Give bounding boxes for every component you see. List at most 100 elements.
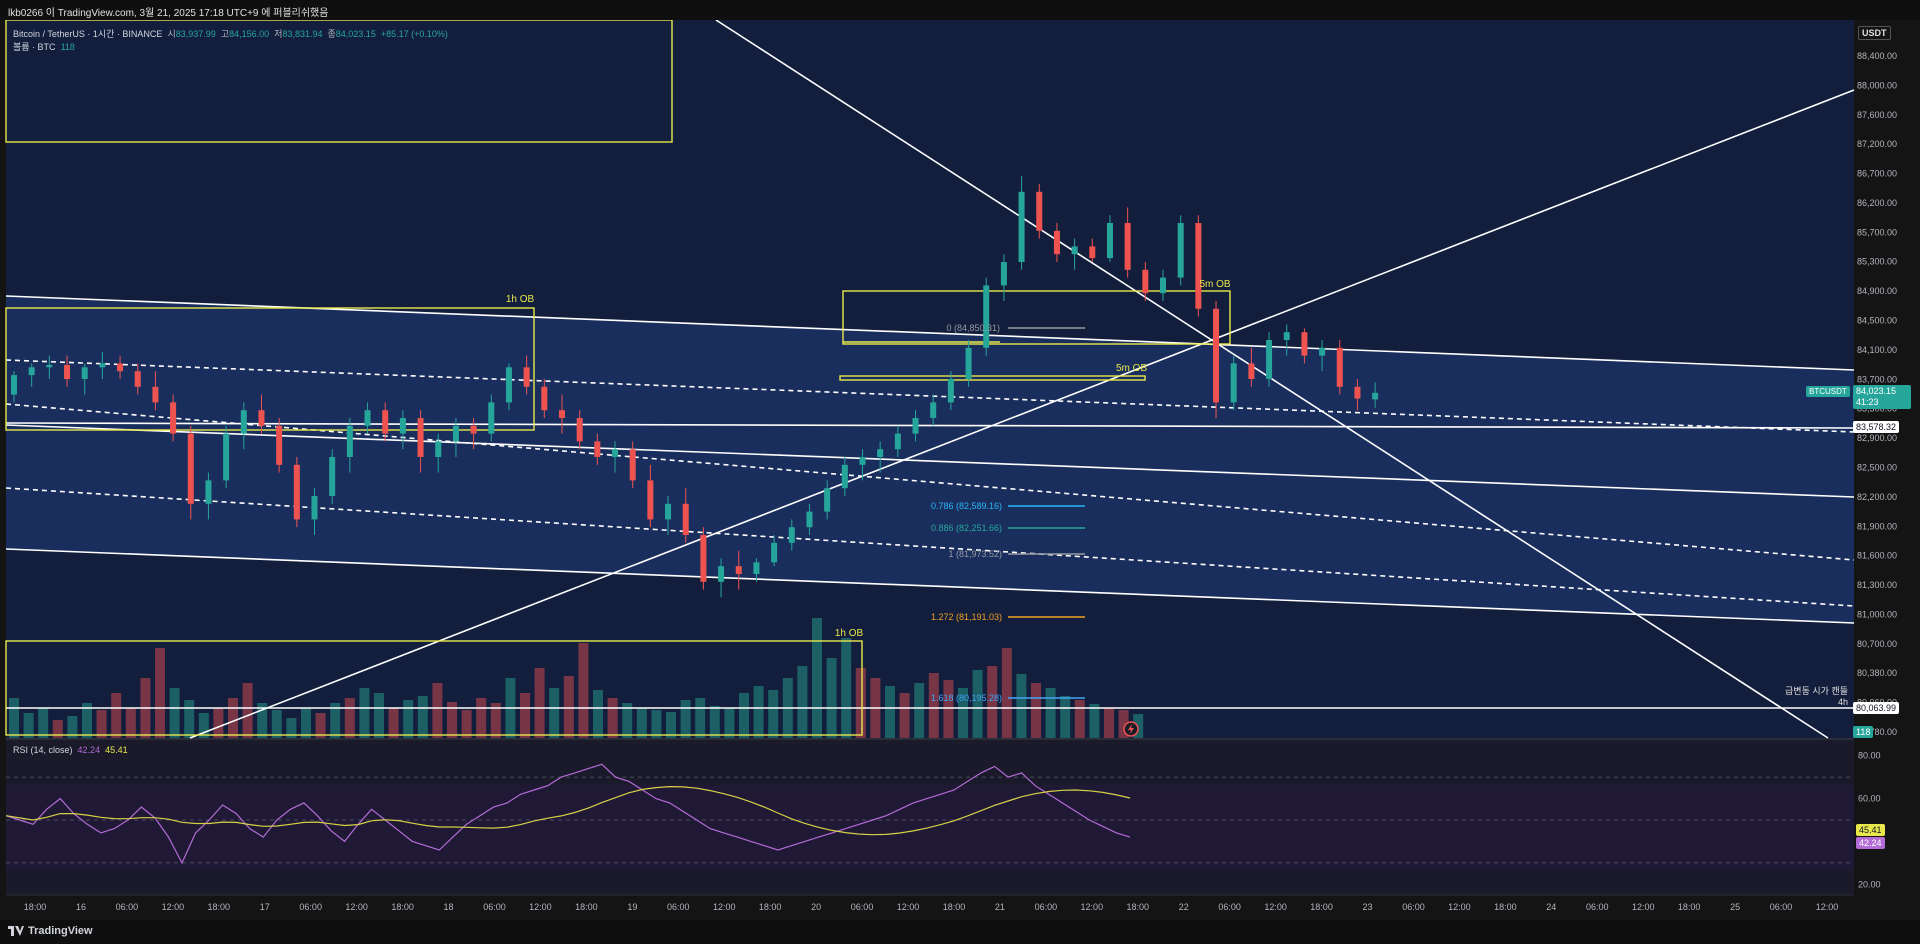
volume-bar xyxy=(666,712,676,738)
time-tick: 18:00 xyxy=(1678,902,1701,912)
time-tick: 18:00 xyxy=(943,902,966,912)
candle-body xyxy=(894,433,901,450)
volume-bar xyxy=(695,698,706,738)
time-tick: 06:00 xyxy=(1218,902,1241,912)
time-tick: 17 xyxy=(260,902,270,912)
ob-label-1h-bottom: 1h OB xyxy=(835,628,864,639)
time-tick: 23 xyxy=(1363,902,1373,912)
rsi-ma-tag: 45.41 xyxy=(1856,824,1885,836)
volume-bar xyxy=(563,676,574,738)
time-tick: 06:00 xyxy=(299,902,322,912)
volume-bar xyxy=(1074,700,1085,738)
close-label: 종 xyxy=(327,29,336,39)
candle-body xyxy=(1195,223,1202,309)
rsi-indicator xyxy=(5,763,1854,865)
candle-body xyxy=(329,457,336,496)
time-tick: 06:00 xyxy=(483,902,506,912)
candle-body xyxy=(170,402,177,434)
ob-label-5m: 5m OB xyxy=(1199,279,1230,290)
price-tick: 88,000.00 xyxy=(1857,80,1897,90)
last-price-tag: 84,023.15 41:23 xyxy=(1853,385,1911,409)
volume-bar xyxy=(972,670,983,738)
level-tag-1: 83,578.32 xyxy=(1853,421,1900,433)
price-tick: 81,000.00 xyxy=(1857,609,1897,619)
volume-bar xyxy=(768,690,779,738)
ob-box-5m xyxy=(842,290,1231,345)
fib-label-0: 0 (84,850.31) xyxy=(946,323,1000,333)
tradingview-logo[interactable]: TradingView xyxy=(8,925,93,937)
time-tick: 19 xyxy=(627,902,637,912)
volume-bar xyxy=(67,716,78,738)
candle-body xyxy=(1266,340,1273,379)
candle-body xyxy=(1036,191,1043,231)
candle-body xyxy=(859,457,866,465)
time-tick: 18:00 xyxy=(24,902,47,912)
note-line1: 급변동 시가 캔들 xyxy=(1785,686,1848,696)
candle-body xyxy=(488,402,495,434)
order-block-boxes xyxy=(5,19,1231,736)
candle-body xyxy=(505,367,512,403)
time-tick: 06:00 xyxy=(1586,902,1609,912)
time-tick: 12:00 xyxy=(1816,902,1839,912)
price-tick: 85,300.00 xyxy=(1857,257,1897,267)
volume-bar xyxy=(885,686,895,738)
currency-label[interactable]: USDT xyxy=(1858,26,1891,40)
candle-body xyxy=(46,364,53,368)
volume-bar xyxy=(228,698,238,738)
candle-body xyxy=(541,386,548,411)
candle-body xyxy=(629,449,636,481)
rsi-tick: 80.00 xyxy=(1858,751,1881,761)
rsi-label: RSI (14, close) xyxy=(13,745,73,755)
candle-body xyxy=(258,410,265,426)
channel-lower-line xyxy=(5,548,1855,624)
rsi-legend[interactable]: RSI (14, close) 42.24 45.41 xyxy=(13,745,128,755)
price-tick: 81,600.00 xyxy=(1857,551,1897,561)
candle-body xyxy=(558,410,565,418)
volume-bar xyxy=(534,668,545,738)
candle-body xyxy=(435,441,442,457)
volume-bar xyxy=(928,673,939,738)
candle-body xyxy=(470,425,477,434)
candle-body xyxy=(417,418,424,457)
price-tick: 81,900.00 xyxy=(1857,521,1897,531)
candlesticks xyxy=(11,176,1379,598)
volume-bar xyxy=(1133,714,1144,738)
rsi-ma-line xyxy=(5,785,1131,836)
time-tick: 12:00 xyxy=(529,902,552,912)
time-tick: 24 xyxy=(1546,902,1556,912)
volume-bar xyxy=(111,693,122,738)
candle-body xyxy=(311,496,318,520)
candle-body xyxy=(930,402,937,418)
symbol-name[interactable]: Bitcoin / TetherUS · 1시간 · BINANCE xyxy=(13,29,163,39)
volume-bar xyxy=(607,698,618,738)
candle-body xyxy=(1160,277,1166,294)
time-axis-ticks: 18:00 16 06:00 12:00 18:00 17 06:00 12:00 18:00 1… xyxy=(24,902,1839,912)
volume-bar xyxy=(344,698,355,738)
alert-icon[interactable] xyxy=(1123,721,1139,737)
candle-body xyxy=(771,542,778,563)
main-legend[interactable]: Bitcoin / TetherUS · 1시간 · BINANCE 시83,9… xyxy=(13,27,448,40)
bar-countdown: 41:23 xyxy=(1856,397,1879,407)
volume-bar xyxy=(709,706,720,738)
candle-body xyxy=(1018,191,1025,262)
volume-bar xyxy=(359,688,370,738)
volume-bar xyxy=(417,696,428,738)
candle-body xyxy=(452,425,459,442)
price-tick: 82,500.00 xyxy=(1857,462,1897,472)
volume-bar xyxy=(125,708,136,738)
volume-bar xyxy=(1031,683,1041,738)
volume-legend[interactable]: 볼륨 · BTC 118 xyxy=(13,40,75,53)
price-tick: 87,200.00 xyxy=(1857,139,1897,149)
candle-body xyxy=(1230,363,1237,403)
volume-bar xyxy=(943,680,954,738)
volume-bar xyxy=(301,708,311,738)
volume-bar xyxy=(1104,708,1114,738)
volume-bar xyxy=(753,686,764,738)
candle-body xyxy=(877,449,884,457)
volume-bar xyxy=(169,688,180,738)
open-label: 시 xyxy=(167,29,176,39)
rsi-tick: 60.00 xyxy=(1858,794,1881,804)
high-value: 84,156.00 xyxy=(229,29,270,39)
note-line2: 4h xyxy=(1838,697,1848,707)
